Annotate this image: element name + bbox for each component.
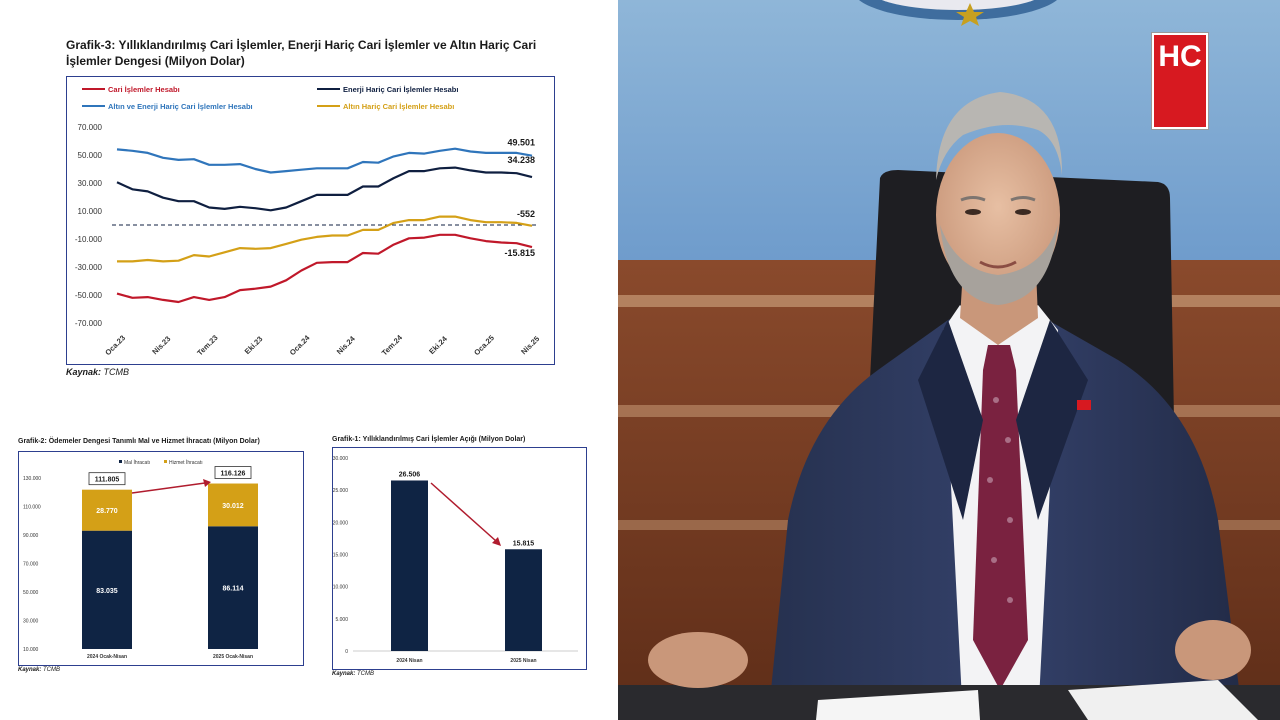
chart1-frame: 30.000 25.000 20.000 15.000 10.000 5.000 0 26.5… xyxy=(332,447,587,670)
y-tick-label: -70.000 xyxy=(75,319,103,328)
y-tick-label: 0 xyxy=(345,649,348,655)
bar-value-label: 15.815 xyxy=(513,540,535,547)
chart2-stacked-bar-chart: Mal İhracatı Hizmet İhracatı 130.000 110.00… xyxy=(23,459,258,660)
total-label: 116.126 xyxy=(221,471,246,478)
series-line xyxy=(116,166,533,212)
y-tick-label: 10.000 xyxy=(78,207,103,216)
chart2-source: Kaynak: TCMB xyxy=(18,667,61,673)
end-value-label: -552 xyxy=(517,209,535,219)
bar-value-label: 86.114 xyxy=(222,586,243,593)
x-tick-label: Tem.23 xyxy=(195,333,219,357)
trend-arrow-head xyxy=(492,537,501,546)
charts-panel: Grafik-3: Yıllıklandırılmış Cari İşlemle… xyxy=(0,0,618,720)
x-category-label: 2025 Ocak-Nisan xyxy=(213,654,253,660)
series-line xyxy=(116,147,533,174)
series-line xyxy=(117,215,533,263)
trend-arrow xyxy=(430,482,497,542)
x-tick-label: Nis.23 xyxy=(150,334,172,356)
y-tick-label: 110.000 xyxy=(23,505,41,511)
bar xyxy=(505,549,542,651)
chart3-frame: Cari İşlemler Hesabı Enerji Hariç Cari İş… xyxy=(66,76,555,365)
y-tick-label: 30.000 xyxy=(78,179,103,188)
bar-value-label: 83.035 xyxy=(96,588,118,595)
end-value-label: 34.238 xyxy=(507,155,535,165)
y-tick-label: 50.000 xyxy=(78,151,103,160)
legend-label: Altın ve Enerji Hariç Cari İşlemler Hesa… xyxy=(108,102,253,111)
trend-arrow xyxy=(131,482,206,494)
portrait-illustration xyxy=(618,0,1280,720)
bar-hizmet xyxy=(208,483,258,527)
legend-label: Enerji Hariç Cari İşlemler Hesabı xyxy=(343,85,458,94)
y-tick-label: 30.000 xyxy=(23,619,39,625)
x-tick-label: Nis.25 xyxy=(519,334,541,356)
y-tick-label: 130.000 xyxy=(23,476,41,482)
legend-label: Hizmet İhracatı xyxy=(169,459,203,466)
end-value-label: 49.501 xyxy=(507,138,535,148)
bar-mal xyxy=(208,526,258,649)
legend-label: Cari İşlemler Hesabı xyxy=(108,85,180,94)
x-tick-label: Nis.24 xyxy=(335,334,358,357)
series-line xyxy=(116,233,533,304)
x-tick-label: Tem.24 xyxy=(380,333,405,358)
y-tick-label: -30.000 xyxy=(75,263,103,272)
total-box xyxy=(88,472,126,486)
y-tick-label: 25.000 xyxy=(333,488,349,494)
chart3-source: Kaynak: TCMB xyxy=(66,367,130,377)
bar xyxy=(391,480,428,651)
x-category-label: 2025 Nisan xyxy=(510,658,536,664)
chart2-title: Grafik-2: Ödemeler Dengesi Tanımlı Mal v… xyxy=(18,438,260,445)
legend-swatch xyxy=(164,460,167,463)
x-category-label: 2024 Ocak-Nisan xyxy=(87,654,127,660)
y-tick-label: 15.000 xyxy=(333,553,349,559)
chart1-bar-chart: 30.000 25.000 20.000 15.000 10.000 5.000 0 26.5… xyxy=(333,456,578,664)
y-tick-label: 20.000 xyxy=(333,520,349,526)
y-tick-label: 10.000 xyxy=(333,585,349,591)
chart3-line-chart: Cari İşlemler Hesabı Enerji Hariç Cari İş… xyxy=(75,85,541,358)
y-tick-label: 90.000 xyxy=(23,533,39,539)
x-category-label: 2024 Nisan xyxy=(396,658,422,664)
x-tick-label: Eki.23 xyxy=(243,334,265,356)
y-tick-label: 70.000 xyxy=(23,562,39,568)
y-tick-label: 50.000 xyxy=(23,590,39,596)
trend-arrow-head xyxy=(203,479,211,487)
x-tick-label: Oca.23 xyxy=(103,333,127,357)
hc-logo: HC xyxy=(1152,33,1208,129)
minister-photo xyxy=(618,0,1280,720)
x-tick-label: Eki.24 xyxy=(427,334,449,356)
bar-hizmet xyxy=(82,489,132,531)
y-tick-label: 30.000 xyxy=(333,456,349,462)
y-tick-label: 10.000 xyxy=(23,647,39,653)
legend-label: Altın Hariç Cari İşlemler Hesabı xyxy=(343,102,454,111)
chart2-frame: Mal İhracatı Hizmet İhracatı 130.000 110.00… xyxy=(18,451,304,666)
total-box xyxy=(214,466,252,479)
y-tick-label: 5.000 xyxy=(335,617,348,623)
end-value-label: -15.815 xyxy=(504,248,535,258)
bar-value-label: 30.012 xyxy=(222,503,244,510)
legend-label: Mal İhracatı xyxy=(124,459,150,466)
bar-mal xyxy=(82,530,132,649)
legend-swatch xyxy=(119,460,122,463)
x-tick-label: Oca.24 xyxy=(288,333,312,357)
total-label: 111.805 xyxy=(95,477,120,484)
y-tick-label: 70.000 xyxy=(78,123,103,132)
hc-logo-text: HC xyxy=(1158,40,1202,73)
chart1-title: Grafik-1: Yıllıklandırılmış Cari İşlemle… xyxy=(332,436,526,443)
y-tick-label: -50.000 xyxy=(75,291,103,300)
x-tick-label: Oca.25 xyxy=(472,333,496,357)
y-tick-label: -10.000 xyxy=(75,235,103,244)
chart1-source: Kaynak: TCMB xyxy=(332,671,375,677)
bar-value-label: 28.770 xyxy=(96,508,118,515)
bar-value-label: 26.506 xyxy=(399,471,421,478)
chart3-title: Grafik-3: Yıllıklandırılmış Cari İşlemle… xyxy=(66,38,537,68)
